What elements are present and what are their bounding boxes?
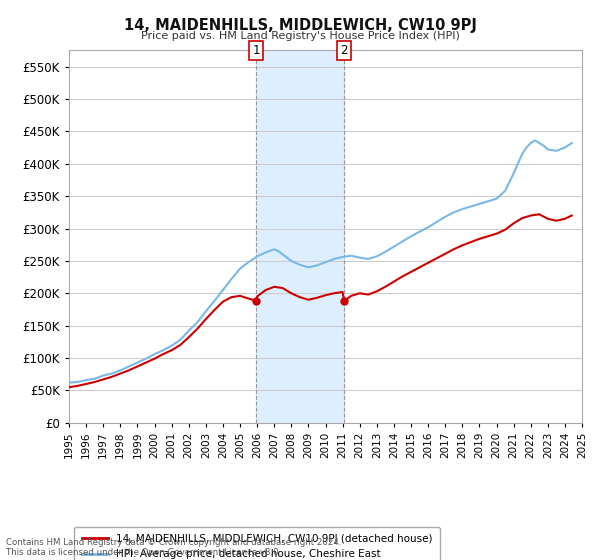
- Text: 14, MAIDENHILLS, MIDDLEWICH, CW10 9PJ: 14, MAIDENHILLS, MIDDLEWICH, CW10 9PJ: [124, 18, 476, 34]
- Legend: 14, MAIDENHILLS, MIDDLEWICH, CW10 9PJ (detached house), HPI: Average price, deta: 14, MAIDENHILLS, MIDDLEWICH, CW10 9PJ (d…: [74, 527, 440, 560]
- Bar: [256, 50, 344, 423]
- Text: 1: 1: [253, 44, 260, 57]
- Text: 2: 2: [340, 44, 348, 57]
- Text: Contains HM Land Registry data © Crown copyright and database right 2024.
This d: Contains HM Land Registry data © Crown c…: [6, 538, 341, 557]
- Text: Price paid vs. HM Land Registry's House Price Index (HPI): Price paid vs. HM Land Registry's House …: [140, 31, 460, 41]
